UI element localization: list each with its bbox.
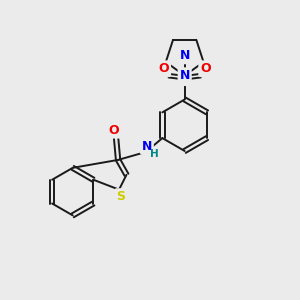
Text: O: O (159, 62, 169, 75)
Text: N: N (142, 140, 152, 152)
Text: O: O (200, 62, 211, 75)
Text: N: N (179, 50, 190, 62)
Text: S: S (117, 190, 126, 203)
Text: N: N (179, 69, 190, 82)
Text: S: S (180, 71, 189, 84)
Text: O: O (109, 124, 119, 137)
Text: H: H (150, 149, 159, 159)
